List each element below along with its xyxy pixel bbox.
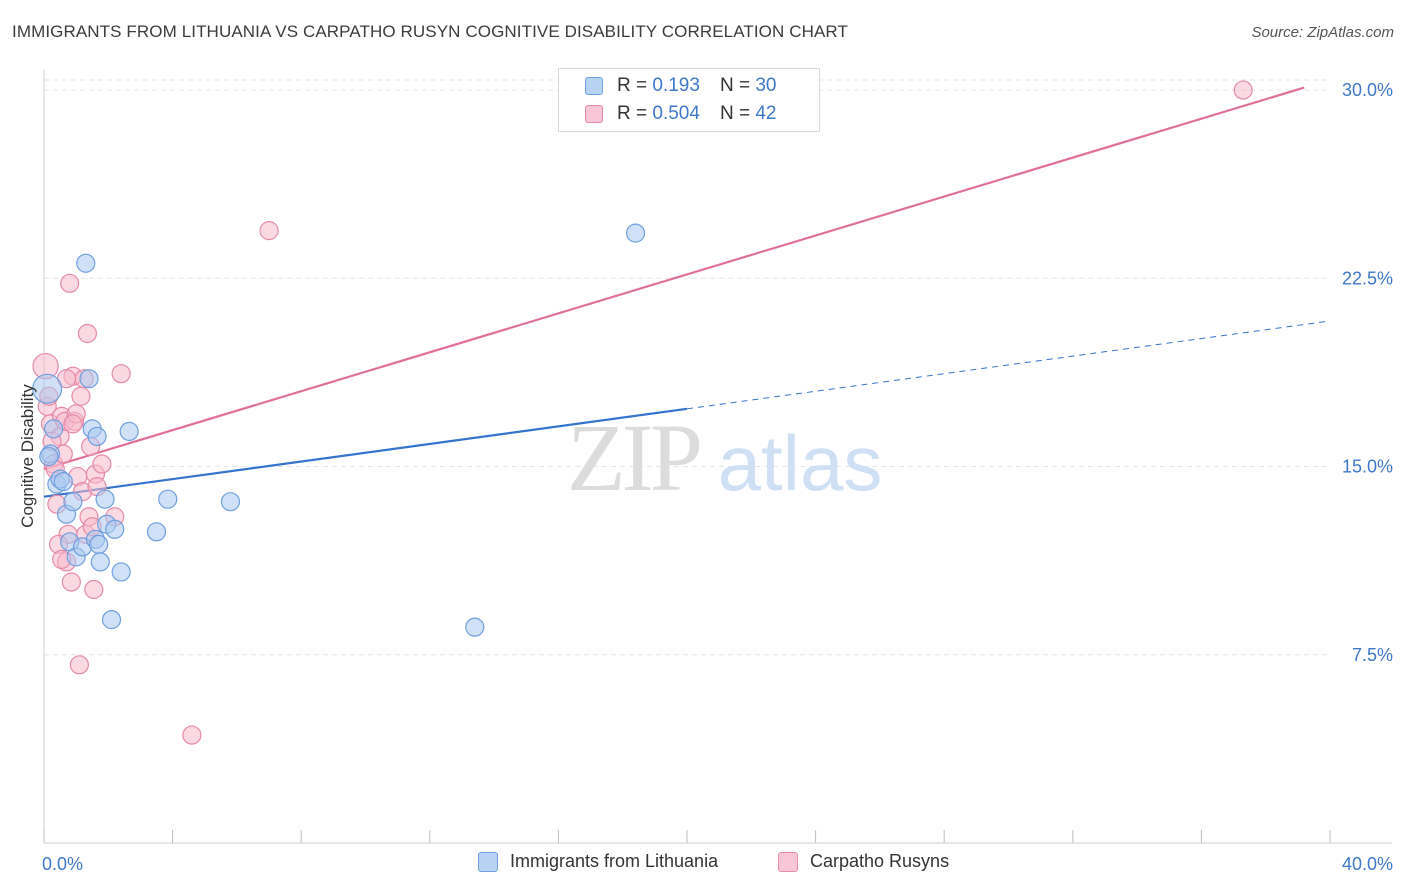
point-rusyns [84, 579, 104, 600]
series-label-lithuania: Immigrants from Lithuania [510, 851, 719, 871]
point-lithuania [101, 610, 122, 630]
y-tick-label: 30.0% [1342, 80, 1393, 100]
tick-labels: 7.5% 15.0% 22.5% 30.0% 0.0% 40.0% [42, 80, 1393, 874]
legend-n-label: N = [719, 103, 751, 124]
series-legend-rusyns: Carpatho Rusyns [778, 851, 949, 872]
point-lithuania [87, 426, 107, 447]
point-lithuania [32, 373, 63, 404]
data-points [32, 80, 1253, 745]
watermark-atlas: atlas [718, 419, 883, 507]
series-legend-lithuania: Immigrants from Lithuania [478, 851, 718, 872]
series-swatch-blue [478, 851, 498, 872]
watermark-zip: ZIP [567, 404, 700, 511]
point-rusyns [259, 221, 279, 241]
series-swatch-pink [778, 851, 798, 872]
point-rusyns [69, 655, 89, 675]
point-rusyns [61, 572, 81, 592]
legend-n-value: 42 [755, 103, 777, 124]
x-tick-label: 40.0% [1342, 854, 1393, 874]
legend-r-value: 0.193 [652, 75, 700, 96]
legend-n-value: 30 [755, 75, 777, 96]
point-rusyns [60, 273, 80, 293]
point-rusyns [182, 725, 202, 745]
legend-swatch-blue [585, 77, 603, 95]
trend-extension-lithuania [686, 320, 1331, 410]
point-rusyns [111, 364, 131, 384]
point-lithuania [90, 552, 110, 572]
y-tick-label: 7.5% [1352, 645, 1393, 665]
series-label-rusyns: Carpatho Rusyns [810, 851, 950, 871]
legend-swatch-pink [585, 105, 603, 123]
y-tick-label: 15.0% [1342, 457, 1393, 477]
legend-r-label: R = [617, 103, 648, 124]
x-tick-label: 0.0% [42, 854, 83, 874]
legend-n-label: N = [719, 75, 751, 96]
legend-row-lithuania: R = 0.193 N = 30 [585, 73, 776, 99]
point-rusyns [71, 386, 91, 406]
point-lithuania [89, 534, 109, 554]
watermark: ZIP atlas [567, 404, 882, 511]
point-lithuania [63, 492, 83, 512]
point-rusyns [77, 323, 98, 344]
point-rusyns [1233, 80, 1253, 100]
point-lithuania [158, 489, 178, 509]
point-rusyns [92, 454, 112, 474]
trend-lines [43, 86, 1331, 498]
point-lithuania [53, 471, 73, 492]
point-lithuania [220, 492, 241, 512]
chart-title: IMMIGRANTS FROM LITHUANIA VS CARPATHO RU… [12, 22, 848, 41]
grid-lines [44, 79, 1330, 656]
correlation-legend: R = 0.193 N = 30 R = 0.504 N = 42 [558, 68, 820, 132]
y-axis-title: Cognitive Disability [18, 384, 37, 528]
point-lithuania [111, 562, 131, 582]
point-lithuania [465, 617, 485, 637]
legend-r-value: 0.504 [652, 103, 700, 124]
point-lithuania [79, 369, 99, 389]
point-lithuania [146, 522, 167, 542]
point-rusyns [63, 414, 83, 434]
point-lithuania [95, 489, 115, 509]
point-lithuania [105, 519, 125, 539]
legend-row-rusyns: R = 0.504 N = 42 [585, 101, 776, 127]
point-lithuania [119, 421, 139, 442]
point-lithuania [76, 253, 96, 273]
chart-source: Source: ZipAtlas.com [1251, 24, 1394, 41]
legend-r-label: R = [617, 75, 648, 96]
point-lithuania [39, 446, 59, 467]
trend-line-rusyns [43, 86, 1305, 471]
point-lithuania [44, 419, 64, 439]
y-tick-label: 22.5% [1342, 268, 1393, 288]
point-lithuania [625, 223, 646, 243]
trend-line-lithuania [43, 407, 688, 498]
